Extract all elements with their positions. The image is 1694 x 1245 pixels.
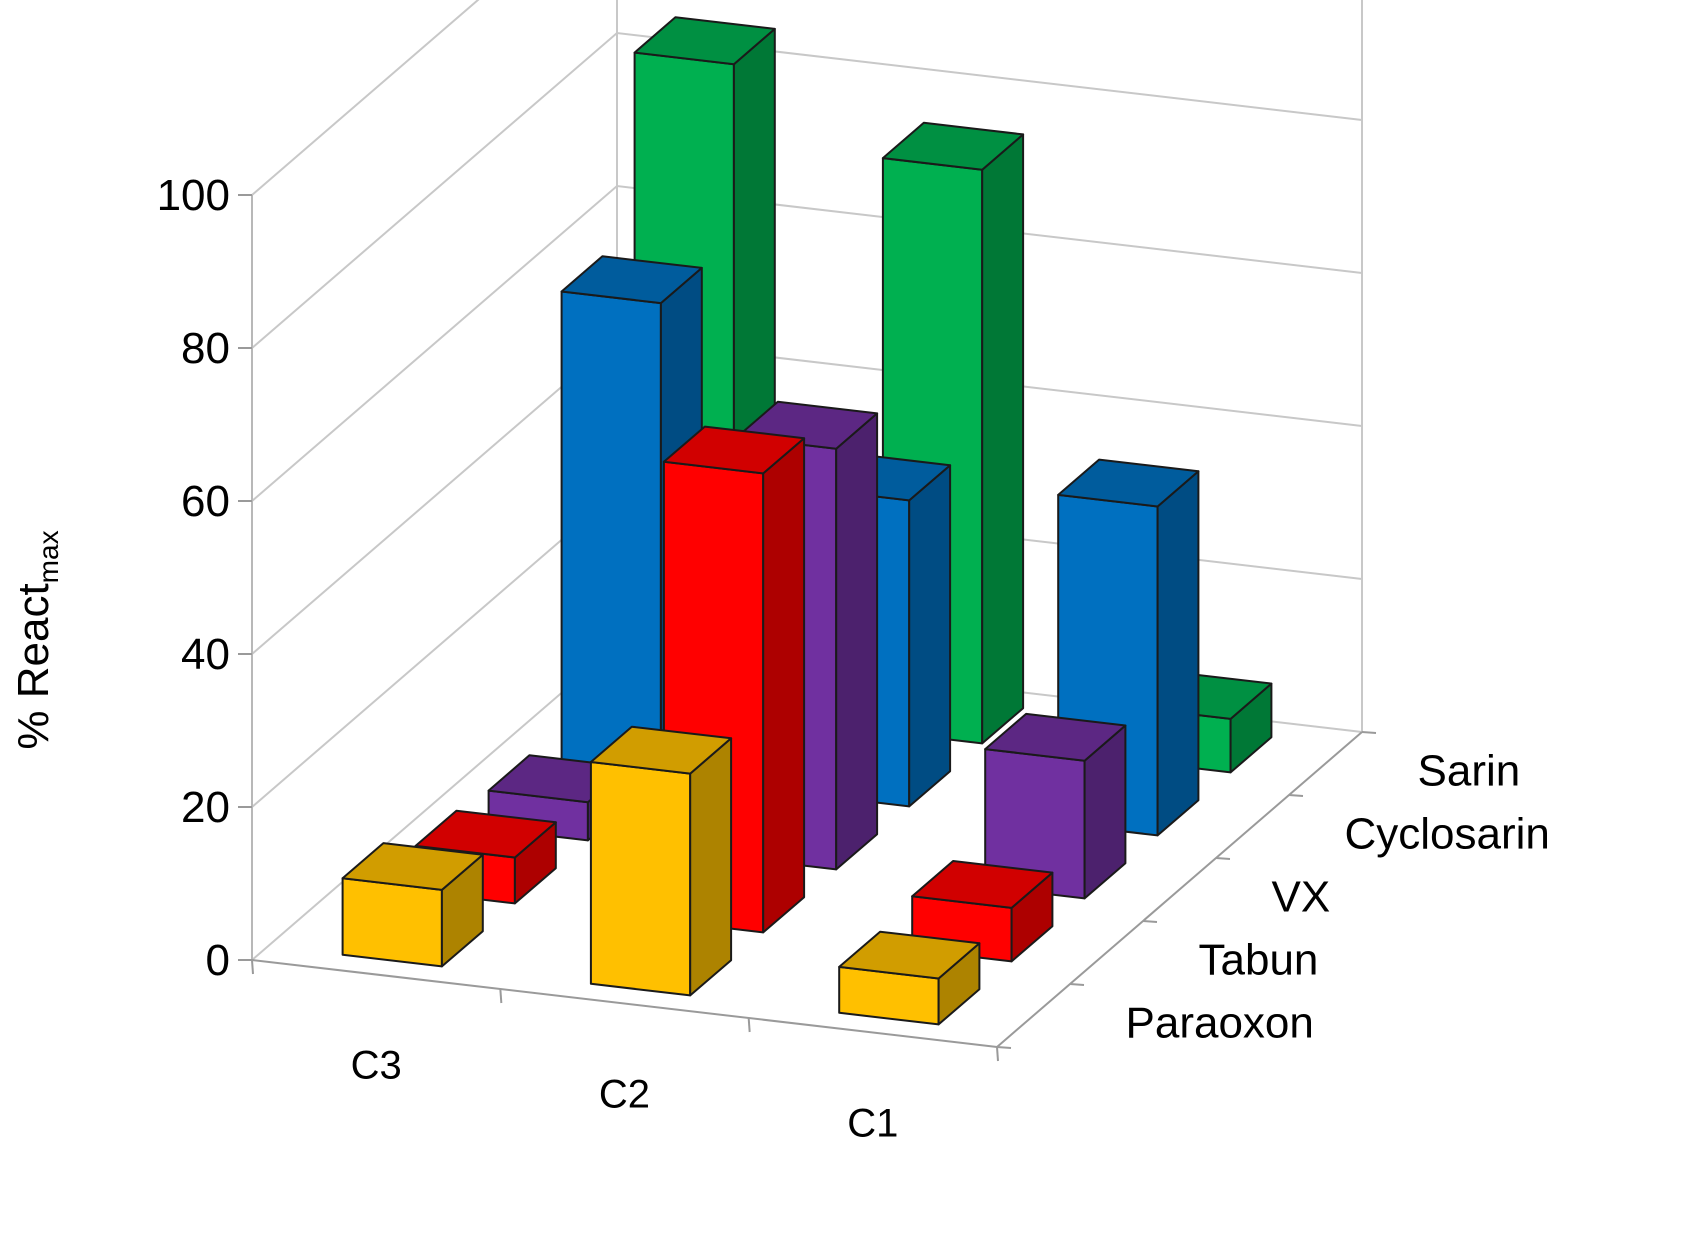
bar-top	[560, 255, 703, 305]
y-tick-label: 60	[181, 477, 230, 526]
bar	[838, 930, 981, 1026]
bar-front	[341, 877, 443, 968]
bar-top	[633, 16, 776, 66]
gridline	[251, 0, 480, 196]
x-tick	[747, 1017, 751, 1033]
depth-tick	[996, 1046, 1012, 1049]
series-label: VX	[1272, 873, 1331, 922]
depth-tick	[1142, 920, 1158, 923]
x-tick	[996, 1046, 999, 1062]
bar-side	[835, 412, 879, 871]
y-tick-label: 80	[181, 324, 230, 373]
bar-top	[838, 930, 981, 980]
series-label: Tabun	[1199, 936, 1319, 985]
series-label: Sarin	[1418, 747, 1521, 796]
bars	[341, 16, 1273, 1026]
x-tick-label: C2	[599, 1073, 650, 1117]
bar-top	[1057, 458, 1200, 508]
bar-top	[881, 121, 1025, 171]
y-axis-title-subscript: max	[33, 530, 64, 583]
bar-top	[589, 725, 733, 775]
depth-tick	[1288, 794, 1304, 797]
series-label: Cyclosarin	[1345, 810, 1550, 859]
axes	[238, 194, 1377, 1062]
bar-side	[908, 464, 952, 808]
bar	[589, 725, 733, 997]
x-tick	[251, 959, 254, 975]
bar	[984, 712, 1127, 900]
y-tick-label: 0	[206, 936, 230, 985]
bar-top	[984, 712, 1127, 762]
bar	[662, 425, 806, 934]
bar-top	[662, 425, 806, 475]
x-axis-line	[251, 959, 998, 1048]
depth-axis-line	[996, 731, 1363, 1048]
bar	[341, 842, 484, 968]
x-tick	[499, 988, 503, 1004]
labels: % Reactmax 0 20 40 60 80 100 C3 C2 C1 Paraoxon Tab…	[9, 171, 1550, 1146]
bar-side	[762, 437, 806, 934]
bar-front	[560, 290, 662, 779]
depth-tick	[1069, 983, 1085, 986]
y-tick-label: 20	[181, 783, 230, 832]
bar-top	[911, 860, 1054, 909]
bar-side	[689, 737, 733, 997]
y-tick-label: 100	[157, 171, 230, 220]
y-axis-title: % Reactmax	[9, 530, 64, 749]
gridline	[251, 31, 1363, 349]
x-tick-label: C3	[351, 1044, 402, 1088]
series-label: Paraoxon	[1126, 999, 1314, 1048]
bar-side	[1156, 470, 1200, 837]
bar-top	[341, 842, 484, 891]
bar-side	[981, 133, 1025, 745]
bar-front	[589, 761, 692, 997]
depth-tick	[1361, 731, 1377, 734]
y-axis-title-main: % React	[9, 583, 58, 749]
x-tick-label: C1	[847, 1102, 898, 1146]
y-tick-label: 40	[181, 630, 230, 679]
depth-tick	[1215, 857, 1231, 860]
